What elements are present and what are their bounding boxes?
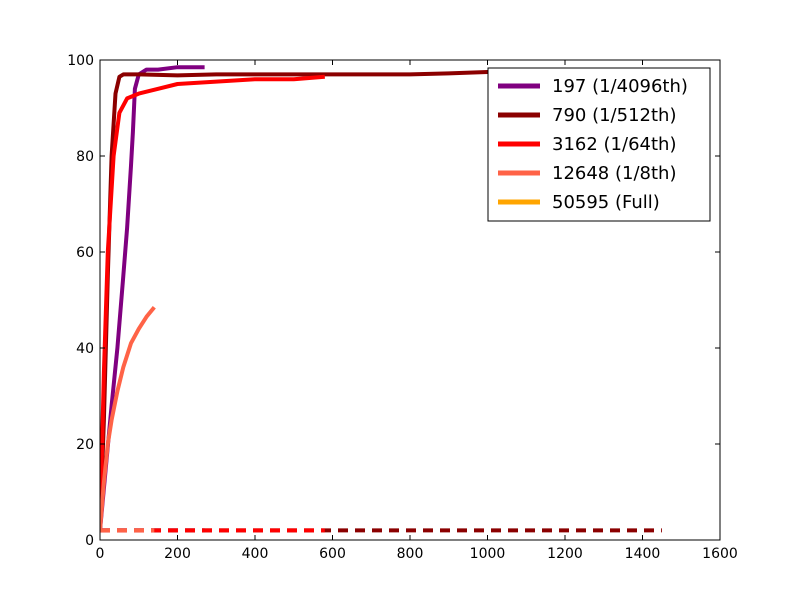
ticks-layer: 0 200 400 600 800 1000 1200 1400 1600 0 20 40 60 80 10… <box>67 53 738 562</box>
legend-label: 197 (1/4096th) <box>552 76 688 97</box>
y-tick-label: 40 <box>76 341 94 357</box>
y-tick-label: 0 <box>85 533 94 549</box>
legend-label: 3162 (1/64th) <box>552 134 676 155</box>
y-tick-label: 20 <box>76 437 94 453</box>
y-tick-label: 100 <box>67 53 94 69</box>
series-0-line <box>100 65 205 531</box>
series-2-line <box>100 74 325 531</box>
legend-label: 790 (1/512th) <box>552 105 676 126</box>
x-tick-label: 800 <box>397 546 424 562</box>
x-tick-label: 1400 <box>625 546 661 562</box>
x-tick-label: 200 <box>164 546 191 562</box>
y-tick-label: 80 <box>76 149 94 165</box>
x-tick-label: 1200 <box>547 546 583 562</box>
x-tick-label: 1600 <box>702 546 738 562</box>
legend-label: 50595 (Full) <box>552 192 660 213</box>
y-tick-label: 60 <box>76 245 94 261</box>
series-layer <box>100 65 662 533</box>
legend: 197 (1/4096th) 790 (1/512th) 3162 (1/64th)… <box>487 67 711 222</box>
x-tick-label: 600 <box>319 546 346 562</box>
x-tick-label: 0 <box>96 546 105 562</box>
x-tick-label: 1000 <box>470 546 506 562</box>
series-3-line <box>100 305 156 531</box>
x-tick-label: 400 <box>242 546 269 562</box>
legend-label: 12648 (1/8th) <box>552 163 676 184</box>
